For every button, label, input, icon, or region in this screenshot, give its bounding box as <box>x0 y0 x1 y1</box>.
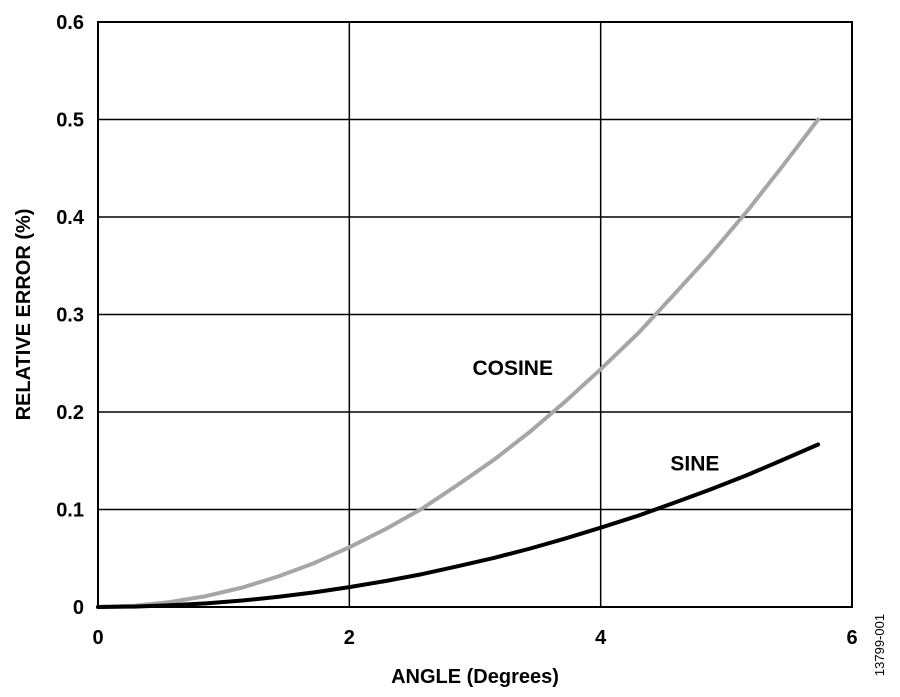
x-axis-title: ANGLE (Degrees) <box>391 666 559 688</box>
y-tick-labels: 0 0.1 0.2 0.3 0.4 0.5 0.6 <box>56 12 85 619</box>
series-line-sine <box>96 442 821 609</box>
x-tick-label: 6 <box>846 627 857 649</box>
y-tick-label: 0.2 <box>56 402 84 424</box>
series-lines <box>96 117 821 609</box>
series-annotations: COSINE SINE <box>472 357 719 476</box>
y-tick-label: 0.6 <box>56 12 84 34</box>
series-line-cosine <box>96 117 821 609</box>
x-tick-label: 0 <box>92 627 103 649</box>
y-tick-label: 0.3 <box>56 305 84 327</box>
x-tick-label: 4 <box>595 627 607 649</box>
plot-frame <box>97 21 853 608</box>
series-label-cosine: COSINE <box>472 357 553 380</box>
x-tick-labels: 0 2 4 6 <box>92 627 857 649</box>
x-tick-label: 2 <box>344 627 355 649</box>
y-tick-label: 0.1 <box>56 500 84 522</box>
y-tick-label: 0.5 <box>56 110 84 132</box>
y-tick-label: 0.4 <box>56 207 85 229</box>
y-tick-label: 0 <box>73 597 84 619</box>
y-axis-title: RELATIVE ERROR (%) <box>13 209 35 421</box>
figure-id: 13799-001 <box>872 614 887 676</box>
series-label-sine: SINE <box>670 453 719 476</box>
grid <box>97 21 853 608</box>
